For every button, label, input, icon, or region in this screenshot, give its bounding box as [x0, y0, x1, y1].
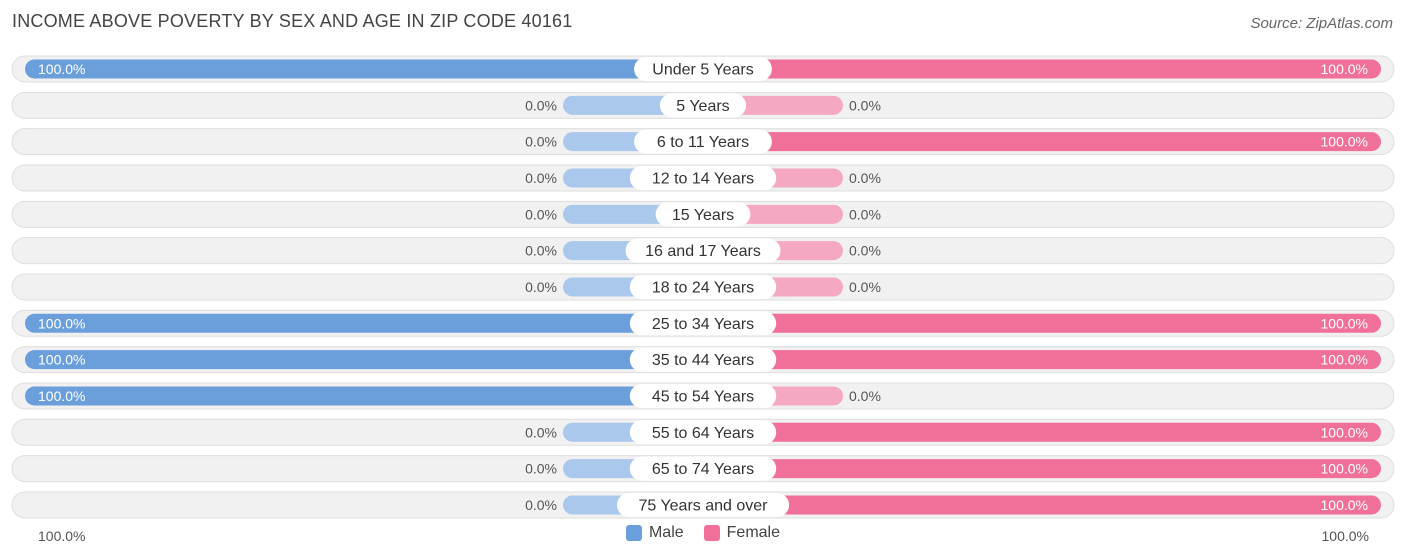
axis-right-label: 100.0%	[1321, 528, 1369, 544]
chart-legend: Male Female	[0, 524, 1406, 542]
legend-item-female: Female	[703, 524, 781, 542]
bar-female	[703, 459, 1381, 479]
value-label-male: 0.0%	[525, 97, 557, 113]
category-label-bg	[629, 383, 777, 408]
bar-female	[703, 495, 1381, 515]
category-label: 25 to 34 Years	[652, 316, 754, 333]
category-label-bg	[629, 347, 777, 372]
legend-item-male: Male	[625, 524, 684, 542]
value-label-female: 0.0%	[849, 279, 881, 295]
legend-swatch-male	[625, 525, 642, 541]
category-label-bg	[629, 311, 777, 336]
chart-source: Source: ZipAtlas.com	[1250, 15, 1393, 32]
value-label-female: 0.0%	[849, 170, 881, 186]
value-label-female: 100.0%	[1321, 352, 1368, 368]
category-label: 75 Years and over	[639, 497, 769, 514]
value-label-female: 0.0%	[849, 388, 881, 404]
value-label-male: 100.0%	[38, 352, 85, 368]
value-label-female: 100.0%	[1321, 461, 1368, 477]
category-label-bg	[629, 165, 777, 190]
value-label-male: 100.0%	[38, 388, 85, 404]
value-label-female: 100.0%	[1321, 497, 1368, 513]
chart-title: INCOME ABOVE POVERTY BY SEX AND AGE IN Z…	[12, 11, 573, 31]
value-label-male: 0.0%	[525, 243, 557, 259]
category-label-bg	[655, 202, 751, 227]
bar-female	[703, 313, 1381, 333]
chart-canvas: Under 5 Years 100.0% 100.0% 5 Years 0.0% 0.0%…	[11, 55, 1395, 519]
value-label-female: 100.0%	[1321, 424, 1368, 440]
value-label-female: 0.0%	[849, 206, 881, 222]
category-label: 5 Years	[676, 98, 729, 115]
bar-male	[25, 386, 703, 406]
value-label-female: 0.0%	[849, 97, 881, 113]
category-label: 12 to 14 Years	[652, 170, 754, 187]
value-label-male: 0.0%	[525, 170, 557, 186]
value-label-male: 100.0%	[38, 61, 85, 77]
legend-label-female: Female	[726, 524, 781, 541]
value-label-male: 0.0%	[525, 461, 557, 477]
bar-female	[703, 59, 1381, 79]
category-label-bg	[629, 274, 777, 299]
category-label: 45 to 54 Years	[652, 388, 754, 405]
bar-male	[25, 313, 703, 333]
value-label-female: 100.0%	[1321, 61, 1368, 77]
category-label: 65 to 74 Years	[652, 461, 754, 478]
category-label: 18 to 24 Years	[652, 279, 754, 296]
value-label-male: 0.0%	[525, 279, 557, 295]
legend-label-male: Male	[648, 524, 684, 541]
bar-female	[703, 132, 1381, 152]
value-label-female: 100.0%	[1321, 134, 1368, 150]
bar-female	[703, 350, 1381, 370]
category-label-bg	[616, 492, 790, 517]
value-label-female: 0.0%	[849, 243, 881, 259]
axis-left-label: 100.0%	[38, 528, 86, 544]
category-label: 6 to 11 Years	[657, 134, 749, 151]
value-label-male: 0.0%	[525, 424, 557, 440]
bar-male	[25, 59, 703, 79]
value-label-male: 100.0%	[38, 315, 85, 331]
category-label: 15 Years	[672, 207, 734, 224]
category-label-bg	[659, 93, 747, 118]
category-label-bg	[629, 420, 777, 445]
value-label-female: 100.0%	[1321, 315, 1368, 331]
category-label: 35 to 44 Years	[652, 352, 754, 369]
category-label: 55 to 64 Years	[652, 425, 754, 442]
category-label-bg	[625, 238, 781, 263]
bar-female	[703, 422, 1381, 442]
category-label: Under 5 Years	[652, 62, 753, 79]
value-label-male: 0.0%	[525, 134, 557, 150]
bar-male	[25, 350, 703, 370]
category-label: 16 and 17 Years	[645, 243, 761, 260]
category-label-bg	[629, 456, 777, 481]
category-label-bg	[634, 129, 772, 154]
category-label-bg	[634, 57, 772, 81]
value-label-male: 0.0%	[525, 206, 557, 222]
legend-swatch-female	[703, 525, 720, 541]
value-label-male: 0.0%	[525, 497, 557, 513]
